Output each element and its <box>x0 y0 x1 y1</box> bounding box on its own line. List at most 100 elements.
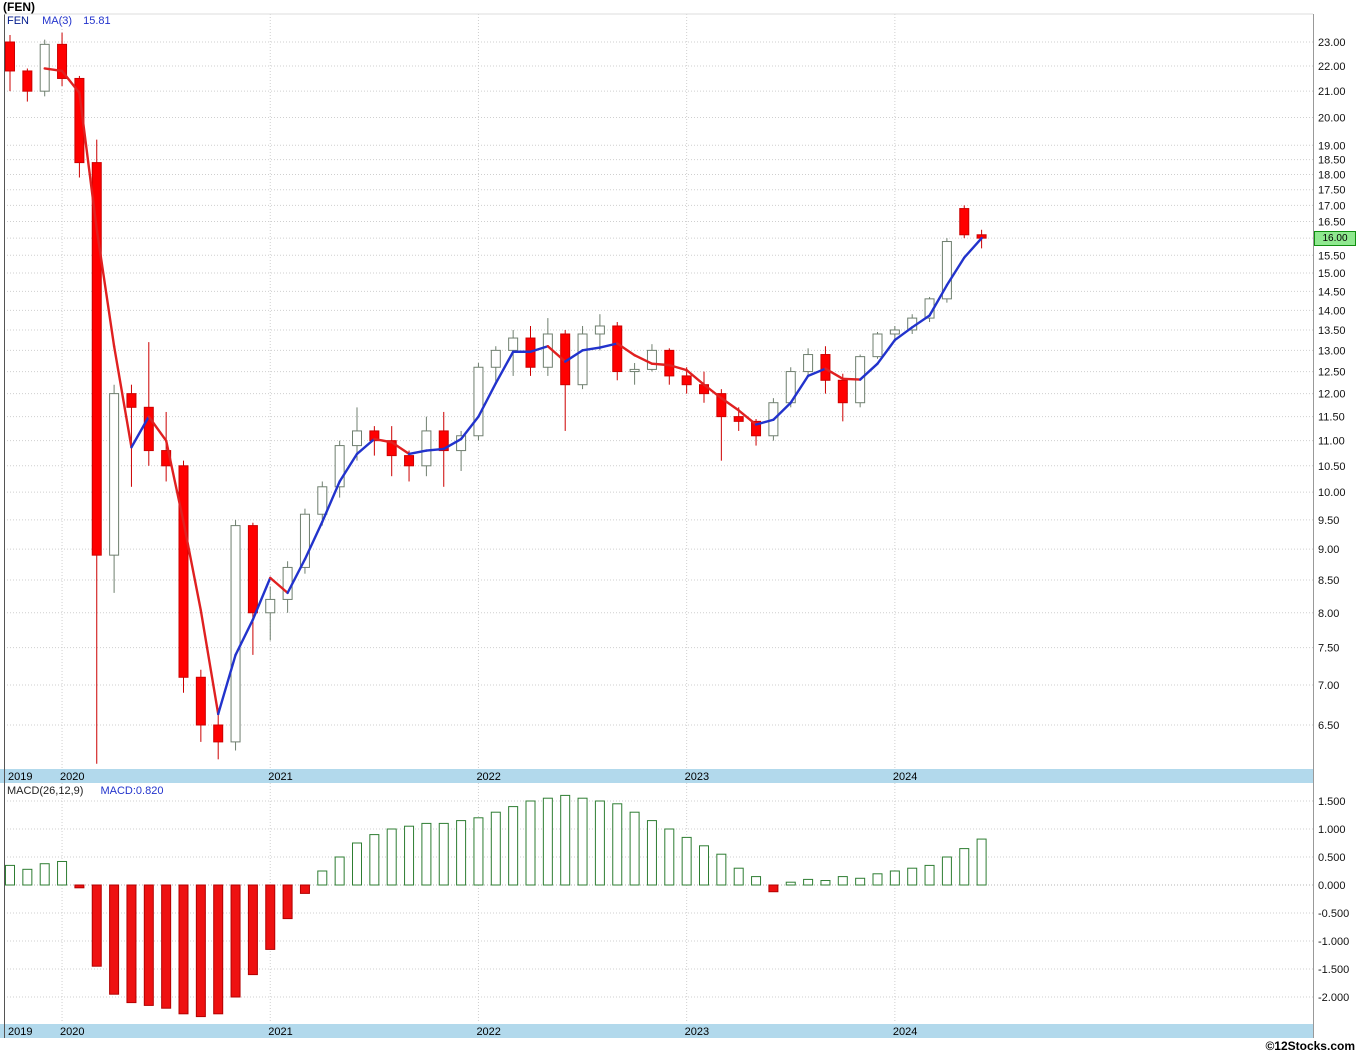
candle <box>317 481 328 526</box>
macd-bar <box>178 884 189 1015</box>
macd-legend: MACD(26,12,9) MACD:0.820 <box>7 785 163 797</box>
macd-bar <box>5 864 15 886</box>
macd-bar <box>265 884 276 950</box>
candle <box>247 522 258 655</box>
macd-bar <box>282 884 293 920</box>
macd-bar <box>161 884 172 1009</box>
macd-bar <box>716 853 727 886</box>
candle <box>456 430 467 471</box>
candle <box>404 450 415 482</box>
macd-gridlines <box>4 800 1313 998</box>
price-axis-label: 11.50 <box>1318 412 1345 424</box>
current-price-tag: 16.00 <box>1314 231 1356 246</box>
price-axis-labels: 23.00 22.00 21.00 20.00 19.00 18.50 18.00 17.50… <box>1318 37 1346 732</box>
price-axis-label: 17.00 <box>1318 200 1346 212</box>
x-axis-strip-top: 2019 2020 2021 2022 2023 2024 <box>0 769 1313 783</box>
macd-bar <box>612 803 623 886</box>
price-legend: FEN MA(3) 15.81 <box>7 15 111 27</box>
candle <box>959 205 970 239</box>
macd-bar <box>924 864 935 886</box>
candle <box>299 508 310 574</box>
macd-bar <box>213 884 224 1015</box>
price-axis-label: 11.00 <box>1318 436 1345 448</box>
macd-bar <box>837 876 848 886</box>
candle <box>109 384 120 593</box>
macd-bar <box>907 867 918 886</box>
year-label: 2020 <box>60 771 84 783</box>
chart-title: (FEN) <box>3 0 35 14</box>
macd-bar <box>508 806 519 886</box>
macd-bar <box>456 820 467 886</box>
macd-axis-label: -1.000 <box>1318 936 1349 948</box>
candle <box>230 519 241 751</box>
macd-bar <box>126 884 137 1004</box>
macd-bar <box>976 838 987 886</box>
price-axis-label: 7.50 <box>1318 643 1339 655</box>
year-label: 2021 <box>268 1026 292 1038</box>
candle <box>369 426 380 456</box>
macd-bar <box>421 822 432 886</box>
brand-watermark: ©12Stocks.com <box>1265 1039 1355 1053</box>
macd-bar <box>629 811 640 886</box>
year-label: 2023 <box>685 1026 709 1038</box>
candles-layer <box>5 32 987 764</box>
candle <box>195 669 206 742</box>
macd-bar <box>39 863 50 886</box>
price-axis-label: 6.50 <box>1318 720 1339 732</box>
price-axis-label: 14.50 <box>1318 286 1346 298</box>
macd-bar <box>820 880 831 886</box>
macd-bar <box>247 884 258 976</box>
candle <box>855 354 866 408</box>
macd-bar <box>577 797 588 886</box>
macd-axis-label: 1.000 <box>1318 824 1346 836</box>
macd-bar <box>74 884 85 889</box>
macd-bar <box>386 828 397 886</box>
year-label: 2019 <box>8 771 32 783</box>
price-axis-label: 12.00 <box>1318 389 1346 401</box>
candle <box>490 346 501 385</box>
candle <box>352 407 362 461</box>
price-axis-label: 8.00 <box>1318 608 1339 620</box>
macd-bar <box>889 870 900 886</box>
year-label: 2022 <box>476 771 500 783</box>
candle <box>265 586 276 641</box>
macd-params-label: MACD(26,12,9) <box>7 785 84 797</box>
macd-bar <box>681 836 692 886</box>
candle <box>91 139 102 764</box>
macd-axis-label: -0.500 <box>1318 908 1349 920</box>
candle <box>126 384 137 487</box>
price-axis-label: 17.50 <box>1318 185 1346 197</box>
year-label: 2024 <box>893 1026 917 1038</box>
macd-bar <box>404 825 415 886</box>
candle <box>213 708 224 760</box>
macd-bar <box>91 884 102 967</box>
price-axis-label: 18.00 <box>1318 169 1346 181</box>
candle <box>837 373 848 422</box>
price-axis-label: 10.50 <box>1318 461 1346 473</box>
price-axis-label: 18.50 <box>1318 155 1346 167</box>
macd-bar <box>352 842 362 886</box>
candle <box>473 362 484 441</box>
macd-axis-label: 1.500 <box>1318 796 1346 808</box>
macd-bar <box>751 876 762 886</box>
macd-bar <box>941 856 952 886</box>
macd-axis-labels: 1.500 1.000 0.500 0.000 -0.500 -1.000 -1.500 -2… <box>1318 796 1349 1004</box>
symbol-label: FEN <box>7 15 29 27</box>
candle <box>664 348 675 385</box>
macd-bar <box>490 811 501 886</box>
macd-bar <box>594 800 605 886</box>
ma-value: 15.81 <box>83 15 111 27</box>
macd-bar <box>803 878 814 886</box>
macd-bar <box>299 884 310 894</box>
candle <box>161 411 172 482</box>
macd-bar <box>473 817 484 886</box>
macd-bar <box>768 884 779 893</box>
candle <box>57 32 68 87</box>
candle <box>421 416 432 477</box>
price-axis-label: 8.50 <box>1318 575 1339 587</box>
macd-bar <box>334 856 345 886</box>
year-label: 2021 <box>268 771 292 783</box>
price-axis-label: 9.50 <box>1318 515 1339 527</box>
x-axis-strip-bottom: 2019 2020 2021 2022 2023 2024 <box>0 1024 1313 1038</box>
macd-bar <box>195 884 206 1018</box>
